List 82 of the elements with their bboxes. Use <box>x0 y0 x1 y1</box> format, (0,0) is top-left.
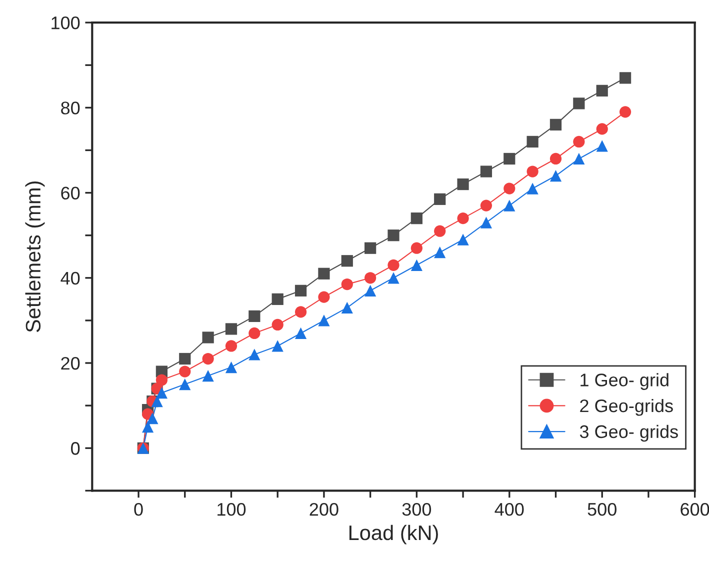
point <box>596 123 608 135</box>
point <box>341 255 353 267</box>
point <box>294 306 307 318</box>
point <box>434 193 446 205</box>
point <box>573 136 585 148</box>
point <box>225 323 238 335</box>
point <box>179 366 191 378</box>
x-tick-label: 400 <box>494 502 524 516</box>
point <box>272 340 284 352</box>
point <box>364 272 376 284</box>
point <box>142 421 154 433</box>
point <box>480 216 492 228</box>
x-tick-label: 300 <box>402 502 432 516</box>
point <box>434 246 446 258</box>
point <box>410 242 422 254</box>
point <box>364 284 376 296</box>
point <box>457 212 469 224</box>
point <box>410 212 422 224</box>
point <box>434 225 446 237</box>
point <box>550 118 562 131</box>
point <box>457 178 469 190</box>
point <box>272 318 284 331</box>
point <box>248 327 260 340</box>
legend-label: 1 Geo- grid <box>580 373 668 390</box>
point <box>573 152 585 165</box>
y-tick-label: 40 <box>60 272 80 285</box>
point <box>504 152 516 165</box>
point <box>596 84 608 96</box>
point <box>388 259 400 271</box>
y-tick-label: 0 <box>71 442 80 455</box>
point <box>294 284 307 296</box>
point <box>573 98 585 110</box>
point <box>341 302 353 314</box>
point <box>294 327 307 340</box>
y-tick-label: 100 <box>52 16 80 30</box>
point <box>225 361 238 374</box>
point <box>202 352 214 365</box>
point <box>480 200 492 212</box>
point <box>179 352 191 365</box>
y-tick-label: 60 <box>61 186 80 200</box>
y-tick-label: 80 <box>61 102 80 114</box>
point <box>179 378 191 390</box>
x-tick-label: 600 <box>680 502 709 516</box>
point <box>526 136 538 148</box>
point <box>341 278 353 290</box>
legend-label: 2 Geo-grids <box>580 398 673 416</box>
y-axis-title: Settlemets (mm) <box>25 182 45 332</box>
point <box>619 106 632 118</box>
point <box>388 272 400 284</box>
y-tick-label: 20 <box>61 356 80 370</box>
point <box>550 170 562 182</box>
x-tick-label: 200 <box>310 502 338 516</box>
point <box>480 166 492 178</box>
point <box>526 182 538 194</box>
x-tick-label: 500 <box>588 502 616 516</box>
point <box>272 293 284 305</box>
legend-label: 3 Geo- grids <box>580 424 678 442</box>
point <box>388 230 400 242</box>
point <box>151 396 163 408</box>
x-tick-label: 0 <box>134 502 143 516</box>
point <box>156 374 168 386</box>
point <box>457 234 469 246</box>
point <box>202 370 214 382</box>
point <box>225 340 238 352</box>
point <box>202 332 214 344</box>
point <box>526 166 538 178</box>
point <box>248 310 260 322</box>
point <box>410 259 422 271</box>
point <box>248 348 260 360</box>
point <box>596 140 608 152</box>
point <box>550 152 562 165</box>
point <box>318 291 330 303</box>
point <box>156 386 168 399</box>
point <box>619 72 632 84</box>
point <box>318 268 330 280</box>
point <box>364 242 376 254</box>
x-tick-label: 100 <box>218 502 246 516</box>
point <box>504 182 516 194</box>
point <box>146 412 158 424</box>
point <box>318 314 330 326</box>
point <box>504 200 516 212</box>
x-axis-title: Load (kN) <box>349 524 438 544</box>
